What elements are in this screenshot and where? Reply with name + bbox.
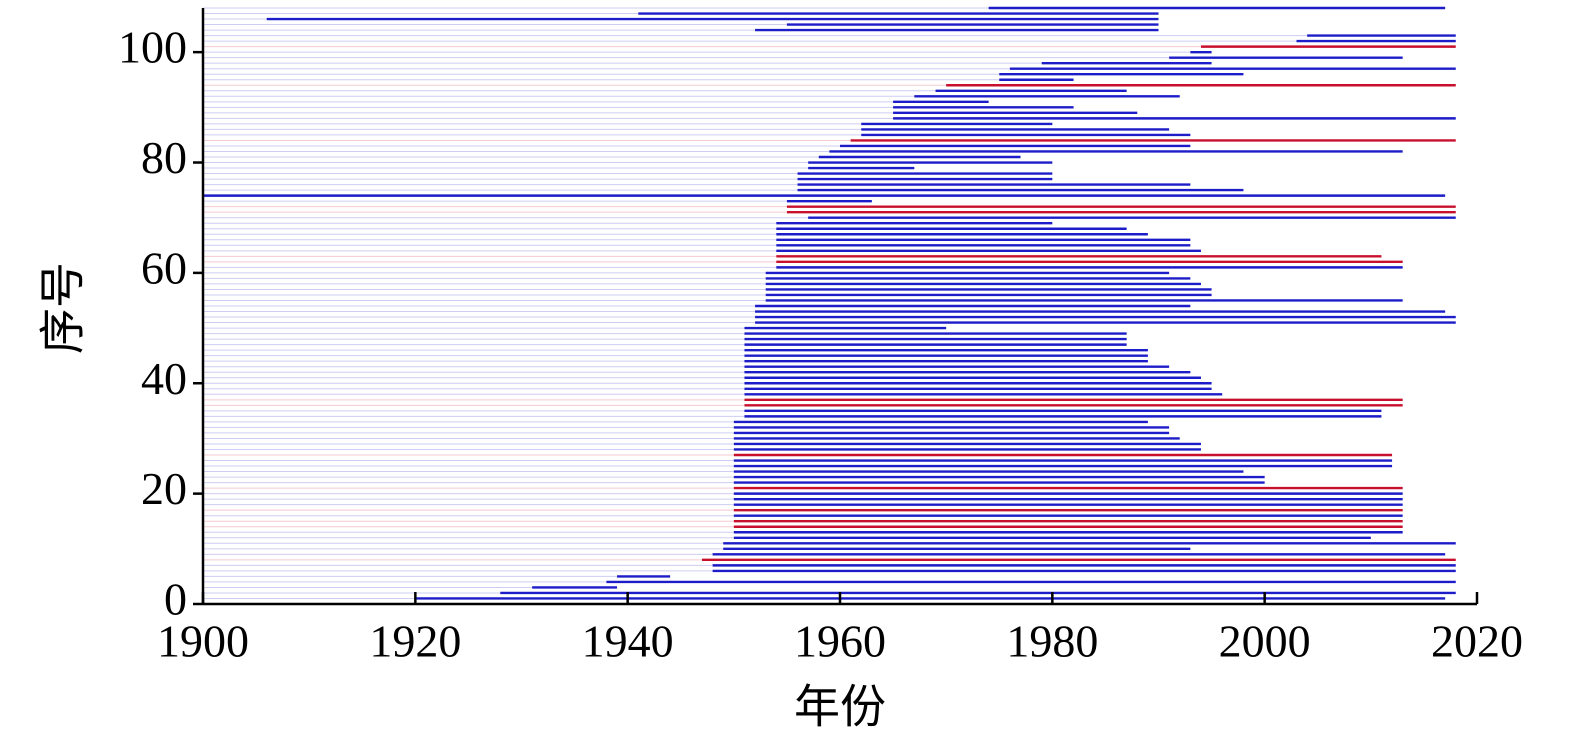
y-tick-label: 80 (141, 132, 187, 183)
y-tick-label: 40 (141, 353, 187, 404)
x-tick-label: 1940 (582, 616, 674, 667)
y-tick-label: 100 (118, 22, 187, 73)
x-tick-label: 1920 (369, 616, 461, 667)
x-tick-label: 2020 (1431, 616, 1523, 667)
x-tick-label: 1980 (1006, 616, 1098, 667)
y-axis-label: 序号 (38, 262, 89, 354)
y-tick-label: 0 (164, 574, 187, 625)
y-tick-label: 20 (141, 463, 187, 514)
x-tick-label: 2000 (1219, 616, 1311, 667)
y-tick-label: 60 (141, 242, 187, 293)
x-tick-label: 1960 (794, 616, 886, 667)
x-axis-label: 年份 (794, 682, 886, 733)
x-tick-label: 1900 (157, 616, 249, 667)
